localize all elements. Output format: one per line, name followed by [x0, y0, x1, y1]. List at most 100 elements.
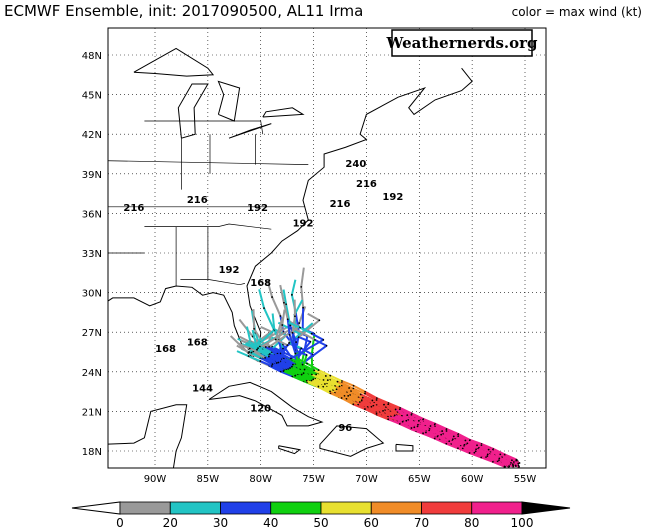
- track: [299, 326, 313, 335]
- track: [251, 351, 264, 359]
- track: [323, 379, 336, 387]
- track-point: [436, 435, 439, 438]
- track: [488, 448, 501, 456]
- track: [290, 279, 297, 296]
- track: [283, 370, 296, 377]
- colorbar-bin: [119, 501, 171, 515]
- track: [422, 418, 436, 426]
- track-point: [428, 427, 431, 430]
- track: [372, 404, 386, 412]
- track-point: [425, 431, 427, 434]
- track-point: [335, 388, 338, 391]
- track-point: [288, 341, 291, 344]
- coastline: [217, 80, 241, 122]
- lat-label: 39N: [82, 170, 102, 181]
- colorbar-label: 0: [116, 516, 124, 530]
- track: [450, 443, 464, 450]
- track-point: [302, 306, 305, 309]
- track-point: [445, 430, 448, 432]
- track-point: [514, 464, 517, 467]
- track: [252, 350, 266, 359]
- track-point: [350, 390, 352, 392]
- track-point: [486, 453, 489, 456]
- track: [334, 384, 348, 394]
- hour-label: 216: [123, 203, 144, 214]
- track: [361, 399, 374, 407]
- track-point: [274, 338, 277, 341]
- coastline: [278, 445, 302, 455]
- lat-label: 33N: [82, 249, 102, 260]
- track: [332, 389, 345, 397]
- track-point: [486, 455, 489, 457]
- track: [452, 438, 465, 446]
- track-point: [364, 390, 367, 393]
- track-point: [289, 324, 292, 327]
- track: [282, 302, 289, 320]
- track: [322, 385, 336, 394]
- track: [315, 373, 329, 382]
- track-point: [499, 453, 502, 456]
- track: [247, 340, 261, 348]
- colorbar-label: 100: [511, 516, 534, 530]
- track-point: [441, 430, 444, 432]
- colorbar-bin: [320, 501, 372, 515]
- track: [304, 368, 317, 376]
- hour-label: 216: [330, 199, 351, 210]
- hour-label: 168: [155, 344, 176, 355]
- track: [372, 399, 385, 406]
- track-point: [312, 378, 315, 381]
- track: [349, 394, 363, 402]
- track: [257, 347, 271, 355]
- track: [291, 332, 296, 351]
- track: [434, 423, 447, 431]
- track-point: [512, 464, 514, 467]
- track: [499, 453, 513, 462]
- border: [144, 120, 264, 135]
- track: [329, 390, 343, 399]
- track: [236, 350, 250, 358]
- coastline: [395, 443, 414, 452]
- track: [446, 430, 459, 438]
- track: [289, 367, 303, 376]
- lat-label: 48N: [82, 51, 102, 62]
- track-point: [300, 373, 303, 376]
- colorbar-bin: [471, 501, 523, 515]
- track-point: [382, 409, 384, 412]
- track: [283, 357, 296, 366]
- track: [348, 387, 362, 396]
- track: [280, 370, 293, 378]
- track-point: [309, 340, 312, 343]
- track: [439, 438, 452, 446]
- hour-label: 216: [187, 195, 208, 206]
- track-point: [359, 393, 362, 396]
- colorbar-bin: [220, 501, 272, 515]
- lon-label: 55W: [514, 474, 537, 485]
- track: [292, 363, 305, 371]
- track-point: [398, 422, 401, 425]
- track: [258, 289, 265, 309]
- track-point: [463, 443, 466, 446]
- track-point: [445, 428, 448, 431]
- track: [269, 353, 282, 360]
- track: [429, 427, 442, 436]
- track: [268, 346, 282, 355]
- track-point: [329, 374, 332, 377]
- track: [256, 348, 270, 356]
- logo: Weathernerds.org: [385, 34, 538, 52]
- track: [290, 338, 324, 360]
- track: [266, 280, 274, 298]
- track-point: [375, 412, 378, 415]
- track: [434, 437, 447, 445]
- track-point: [314, 338, 316, 341]
- track: [303, 372, 316, 380]
- track: [265, 346, 278, 355]
- track-point: [317, 385, 320, 388]
- track: [346, 391, 359, 399]
- colorbar-label: 50: [313, 516, 328, 530]
- track: [271, 296, 282, 317]
- track-point: [326, 379, 329, 382]
- track: [387, 418, 401, 425]
- track-point: [347, 394, 350, 397]
- track-point: [257, 347, 259, 350]
- track-point: [452, 435, 455, 438]
